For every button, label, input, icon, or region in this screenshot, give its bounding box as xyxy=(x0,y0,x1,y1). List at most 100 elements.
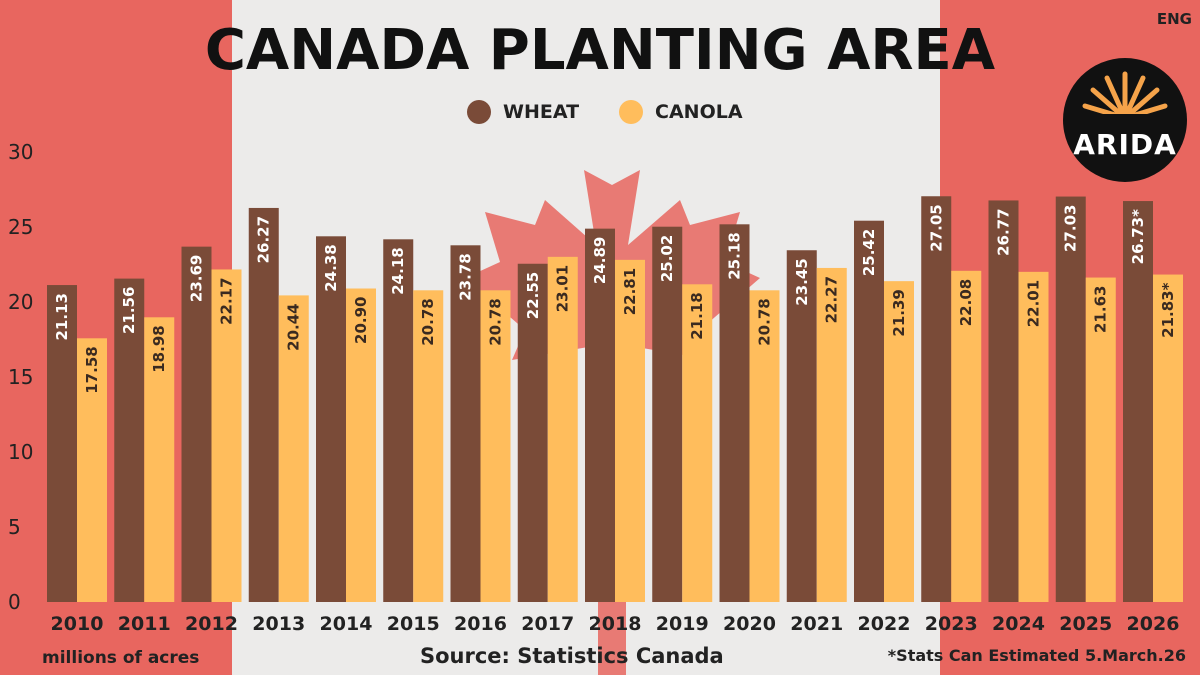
bar-value-label: 21.39 xyxy=(890,289,908,336)
bar-canola-2019 xyxy=(682,284,713,602)
x-tick-label: 2019 xyxy=(656,613,709,635)
x-tick-label: 2015 xyxy=(387,613,440,635)
x-tick-label: 2018 xyxy=(589,613,642,635)
y-tick-label: 15 xyxy=(8,365,33,389)
bar-value-label: 26.73* xyxy=(1129,209,1147,264)
x-tick-label: 2022 xyxy=(858,613,911,635)
bar-value-label: 25.42 xyxy=(860,229,878,276)
bar-wheat-2015 xyxy=(383,239,414,603)
bar-wheat-2019 xyxy=(652,226,683,602)
bar-value-label: 20.44 xyxy=(285,303,303,350)
estimate-note: *Stats Can Estimated 5.March.26 xyxy=(887,646,1186,665)
x-tick-label: 2012 xyxy=(185,613,238,635)
bar-wheat-2016 xyxy=(450,245,481,603)
bar-canola-2012 xyxy=(211,269,242,602)
x-tick-label: 2026 xyxy=(1127,613,1180,635)
y-tick-label: 5 xyxy=(8,515,21,539)
bar-canola-2015 xyxy=(413,290,444,602)
bar-canola-2017 xyxy=(547,256,578,602)
bar-value-label: 26.77 xyxy=(995,208,1013,255)
units-label: millions of acres xyxy=(42,648,200,668)
bar-value-label: 22.01 xyxy=(1025,280,1043,327)
canola-swatch-icon xyxy=(619,100,644,124)
x-tick-label: 2013 xyxy=(252,613,305,635)
legend-item-wheat: WHEAT xyxy=(467,100,579,124)
chart-title: CANADA PLANTING AREA xyxy=(204,18,996,83)
bar-value-label: 21.18 xyxy=(688,292,706,339)
bar-value-label: 27.05 xyxy=(927,204,945,251)
bar-value-label: 27.03 xyxy=(1062,205,1080,252)
bar-canola-2024 xyxy=(1018,271,1049,602)
bar-value-label: 18.98 xyxy=(150,325,168,372)
bar-value-label: 20.78 xyxy=(419,298,437,345)
bar-value-label: 21.56 xyxy=(120,287,138,334)
bar-canola-2010 xyxy=(77,338,107,602)
bar-value-label: 26.27 xyxy=(255,216,273,263)
x-tick-label: 2021 xyxy=(790,613,843,635)
x-tick-label: 2017 xyxy=(521,613,574,635)
bar-wheat-2020 xyxy=(719,224,750,603)
bar-canola-2020 xyxy=(749,290,780,602)
legend-label-wheat: WHEAT xyxy=(503,101,580,123)
bar-wheat-2023 xyxy=(921,196,952,602)
bar-value-label: 25.02 xyxy=(658,235,676,282)
x-tick-label: 2016 xyxy=(454,613,507,635)
y-tick-label: 10 xyxy=(8,440,33,464)
x-tick-label: 2023 xyxy=(925,613,978,635)
bar-wheat-2011 xyxy=(114,278,145,602)
bar-value-label: 22.81 xyxy=(621,268,639,315)
wheat-swatch-icon xyxy=(467,100,491,124)
legend-item-canola: CANOLA xyxy=(619,100,743,124)
bar-value-label: 17.58 xyxy=(83,346,101,393)
bar-wheat-2021 xyxy=(786,250,817,602)
bar-value-label: 23.01 xyxy=(554,265,572,312)
bar-value-label: 24.38 xyxy=(322,244,340,291)
bar-canola-2023 xyxy=(951,270,982,602)
bar-wheat-2017 xyxy=(517,263,548,602)
bar-value-label: 20.78 xyxy=(487,298,505,345)
bar-wheat-2018 xyxy=(585,228,615,602)
bar-value-label: 22.17 xyxy=(218,277,236,324)
bar-wheat-2022 xyxy=(854,220,884,602)
bar-wheat-2024 xyxy=(988,200,1019,602)
bar-canola-2026 xyxy=(1153,274,1183,602)
bar-value-label: 25.18 xyxy=(726,232,744,279)
chart-legend: WHEAT CANOLA xyxy=(467,100,783,124)
bar-value-label: 23.69 xyxy=(188,255,206,302)
bar-canola-2016 xyxy=(480,290,511,602)
bar-value-label: 22.55 xyxy=(524,272,542,319)
bar-value-label: 20.78 xyxy=(756,298,774,345)
language-toggle[interactable]: ENG xyxy=(1156,10,1192,28)
bar-value-label: 21.63 xyxy=(1092,286,1110,333)
bar-value-label: 24.18 xyxy=(389,247,407,294)
bar-canola-2021 xyxy=(816,267,847,602)
bar-value-label: 21.83* xyxy=(1159,282,1177,337)
legend-label-canola: CANOLA xyxy=(655,101,743,123)
bar-canola-2011 xyxy=(144,317,175,602)
y-tick-label: 20 xyxy=(8,290,33,314)
bar-canola-2022 xyxy=(884,281,914,602)
bar-value-label: 22.27 xyxy=(823,276,841,323)
bar-value-label: 24.89 xyxy=(591,237,609,284)
bar-wheat-2026 xyxy=(1123,201,1153,603)
logo-text: ARIDA xyxy=(1073,128,1177,161)
bar-wheat-2012 xyxy=(181,246,212,602)
x-tick-label: 2024 xyxy=(992,613,1045,635)
bar-wheat-2013 xyxy=(248,207,279,602)
x-tick-label: 2011 xyxy=(118,613,171,635)
bar-value-label: 22.08 xyxy=(957,279,975,326)
y-tick-label: 30 xyxy=(8,140,33,164)
bar-wheat-2025 xyxy=(1055,196,1086,603)
y-tick-label: 25 xyxy=(8,215,33,239)
bar-value-label: 23.45 xyxy=(793,258,811,305)
bar-wheat-2014 xyxy=(316,236,346,603)
bar-canola-2014 xyxy=(346,288,376,602)
bar-value-label: 23.78 xyxy=(457,253,475,300)
source-label: Source: Statistics Canada xyxy=(420,644,724,668)
bar-canola-2013 xyxy=(278,295,309,602)
bar-value-label: 20.90 xyxy=(352,297,370,344)
x-tick-label: 2025 xyxy=(1059,613,1112,635)
x-tick-label: 2010 xyxy=(51,613,104,635)
arida-logo: ARIDA xyxy=(1063,58,1187,182)
